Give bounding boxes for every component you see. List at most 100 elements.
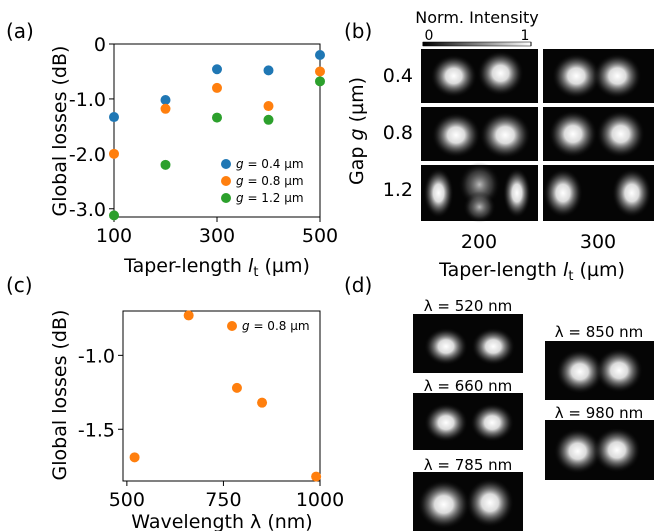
panel-b-col-label-1: 300	[580, 231, 616, 253]
intensity-spot	[479, 111, 531, 159]
panel-b-cell	[421, 49, 538, 103]
intensity-spot	[548, 110, 598, 158]
a-point	[109, 148, 119, 159]
a-xtick-label: 500	[302, 225, 338, 247]
colorbar-title: Norm. Intensity	[415, 8, 538, 27]
panel-b-ylabel: Gap g (µm)	[346, 77, 368, 185]
a-legend-label: g = 0.8 µm	[236, 174, 304, 188]
a-legend-label: g = 1.2 µm	[236, 191, 304, 205]
c-xtick-label: 750	[205, 489, 241, 511]
c-point	[231, 382, 242, 393]
panel-d-image	[545, 341, 654, 400]
intensity-spot	[596, 110, 646, 158]
a-xtick-label: 300	[199, 225, 235, 247]
a-point	[160, 95, 171, 106]
chart-a: 0 -1.0 -2.0 -3.0 100 300 500 g = 0.4 µm g = 0.…	[49, 34, 338, 280]
a-point	[212, 64, 222, 75]
panel-d-wavelength-label: λ = 980 nm	[555, 404, 644, 422]
a-point	[212, 112, 222, 123]
intensity-spot	[424, 403, 468, 443]
a-legend-marker	[221, 193, 231, 203]
c-ytick-label: -1.0	[78, 345, 115, 367]
intensity-spot	[592, 53, 642, 99]
panel-d-image	[413, 314, 523, 373]
panel-b-intensity-grid: Norm. Intensity 0 1 0.4 0.8 1.2 200 300 …	[346, 8, 654, 284]
intensity-spot	[555, 349, 604, 395]
panel-b-xlabel: Taper-length lt (µm)	[438, 259, 625, 284]
panel-d-image	[413, 472, 523, 531]
a-point	[315, 49, 325, 60]
chart-a-xlabel: Taper-length lt (µm)	[123, 255, 310, 280]
a-ytick-label: 0	[94, 34, 106, 56]
chart-c-xlabel: Wavelength λ (nm)	[131, 511, 312, 531]
panel-label-b: (b)	[344, 19, 372, 43]
c-point	[257, 397, 268, 408]
chart-a-ylabel: Global losses (dB)	[49, 46, 71, 217]
panel-d-wavelength-label: λ = 520 nm	[424, 297, 513, 315]
a-ytick-label: -2.0	[69, 144, 106, 166]
a-point	[109, 210, 119, 221]
panel-b-row-label-1: 0.8	[383, 122, 413, 144]
intensity-spot	[423, 167, 454, 219]
panel-d-wavelength-label: λ = 660 nm	[424, 377, 513, 395]
panel-d-wavelength-label: λ = 850 nm	[555, 323, 644, 341]
a-ytick-label: -3.0	[69, 199, 106, 221]
intensity-spot	[463, 191, 496, 223]
panel-label-c: (c)	[6, 273, 33, 297]
c-point	[311, 471, 322, 482]
panel-b-cell	[421, 162, 538, 223]
intensity-spot	[477, 50, 524, 96]
c-ytick-label: -1.5	[78, 419, 115, 441]
panel-label-d: (d)	[344, 273, 372, 297]
c-point	[129, 452, 140, 463]
a-legend-label: g = 0.4 µm	[236, 157, 304, 171]
a-point	[263, 114, 274, 125]
intensity-spot	[543, 168, 583, 218]
a-xtick-label: 100	[96, 225, 132, 247]
a-point	[160, 103, 171, 114]
c-point	[183, 310, 194, 321]
intensity-spot	[471, 327, 516, 366]
c-xtick-label: 1000	[296, 489, 344, 511]
c-legend-label: g = 0.8 µm	[242, 319, 310, 333]
panel-d-wavelength-label: λ = 785 nm	[424, 456, 513, 474]
chart-c: -1.0 -1.5 500 750 1000 g = 0.8 µm Global lo…	[49, 310, 344, 531]
panel-b-cell	[543, 165, 654, 221]
intensity-spot	[551, 53, 601, 99]
c-xtick-label: 500	[109, 489, 145, 511]
panel-label-a: (a)	[6, 19, 34, 43]
intensity-spot	[502, 167, 531, 219]
chart-c-ylabel: Global losses (dB)	[49, 310, 71, 481]
intensity-spot	[431, 112, 481, 158]
intensity-spot	[611, 168, 652, 218]
intensity-spot	[592, 427, 641, 473]
a-point	[315, 76, 325, 87]
colorbar-min-label: 0	[425, 28, 434, 44]
intensity-spot	[430, 54, 478, 98]
panel-b-row-label-2: 1.2	[383, 179, 413, 201]
panel-b-cell	[421, 107, 538, 161]
panel-d-image	[545, 420, 654, 480]
a-point	[263, 65, 274, 76]
a-ytick-label: -1.0	[69, 89, 106, 111]
panel-b-col-label-0: 200	[461, 231, 497, 253]
a-legend-marker	[221, 176, 231, 186]
intensity-spot	[553, 428, 602, 475]
c-legend-marker	[227, 321, 237, 331]
intensity-spot	[595, 348, 644, 393]
intensity-spot	[424, 327, 468, 366]
intensity-spot	[470, 403, 515, 443]
panel-d-image	[413, 393, 523, 450]
colorbar	[422, 41, 532, 47]
a-point	[212, 82, 222, 93]
panel-d-wavelength-images: λ = 520 nm λ = 660 nm λ = 785 nm λ = 850 nm…	[413, 297, 654, 531]
intensity-spot	[417, 479, 471, 530]
a-legend-marker	[221, 159, 231, 169]
a-point	[109, 112, 119, 123]
colorbar-max-label: 1	[521, 28, 530, 44]
a-point	[160, 159, 171, 170]
panel-b-cell	[543, 49, 654, 103]
intensity-spot	[465, 477, 515, 528]
a-point	[315, 66, 325, 77]
